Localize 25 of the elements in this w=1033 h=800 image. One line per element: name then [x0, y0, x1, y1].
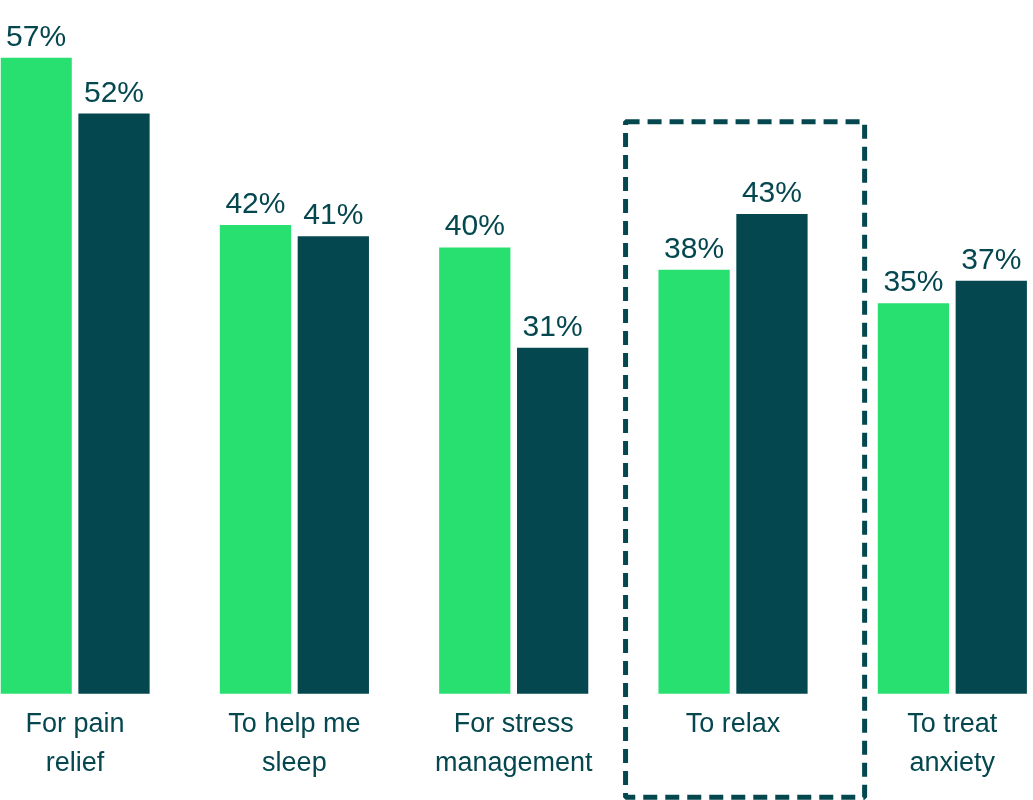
bar [439, 247, 511, 694]
bar [297, 236, 369, 694]
bar [219, 225, 292, 694]
data-label: 37% [961, 241, 1022, 275]
bar [658, 269, 730, 694]
x-tick-label: For stress management [434, 707, 594, 777]
data-label: 41% [303, 197, 364, 231]
bar [877, 303, 950, 694]
data-label: 52% [83, 74, 145, 108]
data-label: 35% [883, 264, 944, 298]
x-tick-label: To relax [685, 707, 781, 738]
data-label: 31% [522, 308, 583, 342]
bar [736, 213, 808, 694]
x-tick-label: To treat anxiety [907, 707, 998, 777]
data-label: 57% [6, 18, 67, 52]
x-tick-label: For pain relief [25, 707, 125, 777]
data-label: 40% [444, 208, 505, 242]
data-label: 38% [664, 230, 725, 264]
bar [517, 347, 589, 694]
bar [0, 57, 72, 694]
x-tick-label: To help me sleep [228, 707, 361, 777]
data-label: 43% [741, 174, 802, 208]
bar [955, 280, 1027, 694]
bar [78, 113, 150, 694]
data-label: 42% [225, 186, 286, 220]
